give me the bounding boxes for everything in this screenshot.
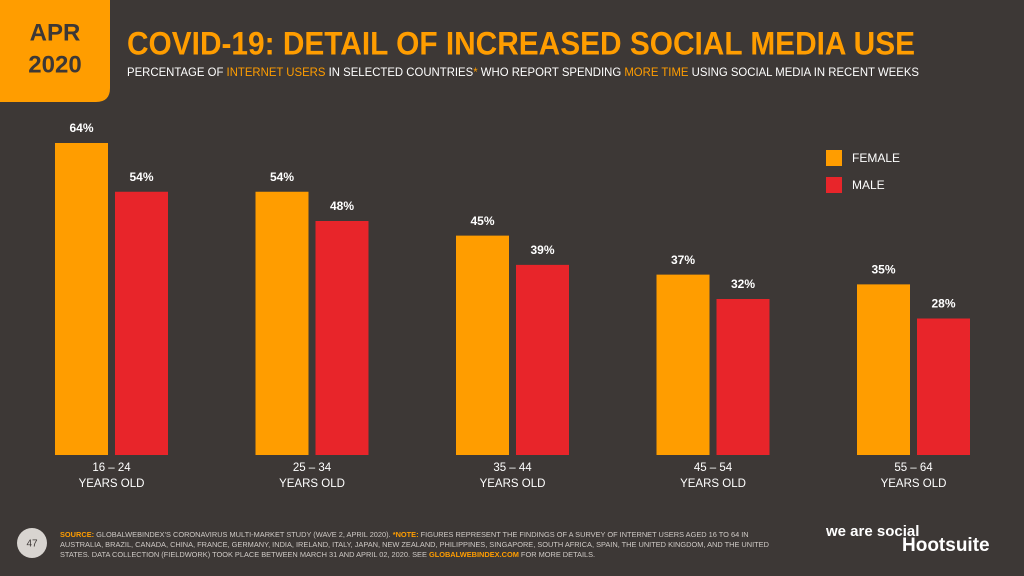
x-tick-label: 45 – 54 YEARS OLD — [680, 462, 746, 490]
value-label: 39% — [530, 243, 554, 257]
value-label: 45% — [470, 214, 494, 228]
bar — [115, 191, 168, 455]
footer-part: FOR MORE DETAILS. — [518, 550, 596, 559]
x-tick-label: 55 – 64 YEARS OLD — [881, 462, 947, 490]
value-label: 64% — [69, 121, 93, 135]
x-tick-label: 25 – 34 YEARS OLD — [279, 462, 345, 490]
subtitle-part: * — [473, 65, 478, 79]
value-label: 28% — [931, 297, 955, 311]
bar — [456, 235, 509, 455]
bar — [716, 299, 770, 455]
x-tick-label: 35 – 44 YEARS OLD — [480, 462, 546, 490]
legend-swatch — [826, 150, 842, 166]
page-number: 47 — [26, 539, 38, 550]
footer-part: FIGURES REPRESENT THE FINDINGS OF A SURV… — [60, 530, 769, 559]
value-label: 35% — [871, 263, 895, 277]
subtitle-part: WHO REPORT SPENDING — [478, 65, 625, 79]
badge-month: APR — [30, 19, 81, 46]
value-label: 54% — [270, 170, 294, 184]
value-label: 32% — [731, 277, 755, 291]
footer-part: *NOTE: — [392, 530, 419, 539]
legend-label: FEMALE — [852, 151, 900, 165]
logo-we-are-social: we are social — [825, 523, 919, 540]
legend-label: MALE — [852, 178, 885, 192]
bar — [315, 221, 369, 455]
chart-subtitle: PERCENTAGE OF INTERNET USERS IN SELECTED… — [127, 65, 919, 79]
value-label: 37% — [671, 253, 695, 267]
value-label: 54% — [129, 170, 153, 184]
bar — [516, 264, 569, 455]
bar — [656, 274, 710, 455]
subtitle-part: IN SELECTED COUNTRIES — [325, 65, 473, 79]
subtitle-part: USING SOCIAL MEDIA IN RECENT WEEKS — [689, 65, 919, 79]
value-label: 48% — [330, 199, 354, 213]
footer-part: GLOBALWEBINDEX.COM — [428, 550, 519, 559]
logo-hootsuite: Hootsuite — [902, 535, 990, 556]
subtitle-part: INTERNET USERS — [227, 65, 326, 79]
subtitle-part: MORE TIME — [624, 65, 688, 79]
bar — [55, 143, 108, 455]
bar — [857, 284, 910, 455]
date-badge — [0, 0, 110, 102]
source-note: SOURCE: GLOBALWEBINDEX'S CORONAVIRUS MUL… — [60, 530, 782, 560]
bar — [917, 318, 970, 455]
footer-part: SOURCE: — [60, 530, 95, 539]
bar — [255, 191, 309, 455]
subtitle-part: PERCENTAGE OF — [127, 65, 227, 79]
chart-title: COVID-19: DETAIL OF INCREASED SOCIAL MED… — [127, 25, 915, 61]
badge-year: 2020 — [28, 51, 81, 78]
page-number-badge — [17, 528, 47, 558]
footer-part: GLOBALWEBINDEX'S CORONAVIRUS MULTI-MARKE… — [94, 530, 393, 539]
x-tick-label: 16 – 24 YEARS OLD — [79, 462, 145, 490]
legend-swatch — [826, 177, 842, 193]
